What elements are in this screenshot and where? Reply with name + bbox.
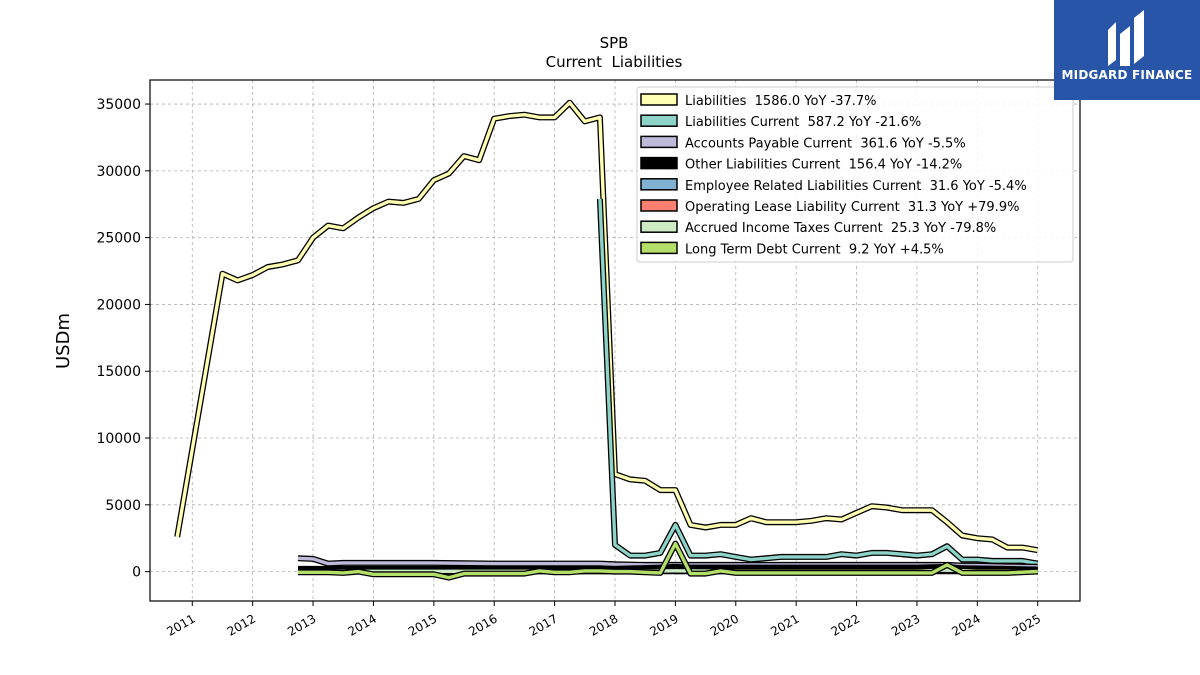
x-tick-label: 2025 — [1010, 611, 1043, 638]
x-tick-label: 2022 — [829, 611, 862, 638]
chart-title: SPB — [600, 34, 629, 52]
x-tick-label: 2012 — [225, 611, 258, 638]
legend: Liabilities 1586.0 YoY -37.7% Liabilities… — [636, 86, 1074, 263]
y-tick-label: 20000 — [96, 297, 141, 313]
series-line — [175, 100, 1038, 552]
legend-label: Other Liabilities Current 156.4 YoY -14.… — [685, 158, 962, 173]
x-tick-label: 2014 — [345, 611, 378, 638]
x-tick-label: 2011 — [164, 611, 197, 638]
x-tick-label: 2023 — [889, 611, 922, 638]
y-tick-label: 5000 — [105, 498, 141, 514]
legend-swatch — [640, 199, 678, 212]
legend-swatch — [640, 156, 678, 170]
y-tick-label: 0 — [132, 565, 141, 581]
y-tick-label: 25000 — [96, 231, 141, 247]
x-tick-label: 2016 — [466, 611, 499, 638]
x-tick-label: 2019 — [647, 611, 680, 638]
x-tick-label: 2015 — [406, 611, 439, 638]
y-axis: 0 5000 10000 15000 20000 25000 30000 35000 — [96, 97, 150, 581]
series-line — [598, 198, 1038, 566]
x-tick-label: 2024 — [949, 611, 982, 638]
legend-swatch — [640, 114, 678, 127]
legend-label: Operating Lease Liability Current 31.3 Y… — [685, 200, 1019, 215]
x-tick-label: 2013 — [285, 611, 318, 638]
x-tick-label: 2018 — [587, 611, 620, 638]
y-tick-label: 30000 — [96, 164, 141, 180]
legend-swatch — [640, 178, 678, 191]
legend-box — [636, 86, 1074, 263]
chart-subtitle: Current Liabilities — [546, 53, 683, 71]
legend-label: Accounts Payable Current 361.6 YoY -5.5% — [685, 136, 966, 151]
x-tick-label: 2017 — [527, 611, 560, 638]
legend-label: Accrued Income Taxes Current 25.3 YoY -7… — [685, 221, 996, 236]
x-tick-label: 2020 — [708, 611, 741, 638]
x-tick-label: 2021 — [768, 611, 801, 638]
x-axis: 2011 2012 2013 2014 2015 2016 2017 2018 2019 2020… — [164, 601, 1043, 639]
y-tick-label: 15000 — [96, 364, 141, 380]
legend-swatch — [640, 135, 678, 149]
legend-swatch — [640, 220, 678, 233]
legend-label: Long Term Debt Current 9.2 YoY +4.5% — [685, 242, 944, 257]
legend-label: Liabilities Current 587.2 YoY -21.6% — [685, 115, 921, 130]
y-tick-label: 35000 — [96, 97, 141, 113]
legend-swatch — [640, 93, 678, 106]
y-tick-label: 10000 — [96, 431, 141, 447]
legend-label: Employee Related Liabilities Current 31.… — [685, 179, 1027, 194]
logo-icon — [1108, 10, 1144, 66]
legend-swatch — [640, 241, 678, 255]
series-layer — [174, 99, 1039, 581]
y-axis-label: USDm — [53, 313, 74, 369]
brand-logo: MIDGARD FINANCE — [1054, 0, 1200, 100]
series-line — [298, 541, 1038, 580]
legend-label: Liabilities 1586.0 YoY -37.7% — [685, 94, 877, 109]
logo-text: MIDGARD FINANCE — [1061, 68, 1193, 82]
